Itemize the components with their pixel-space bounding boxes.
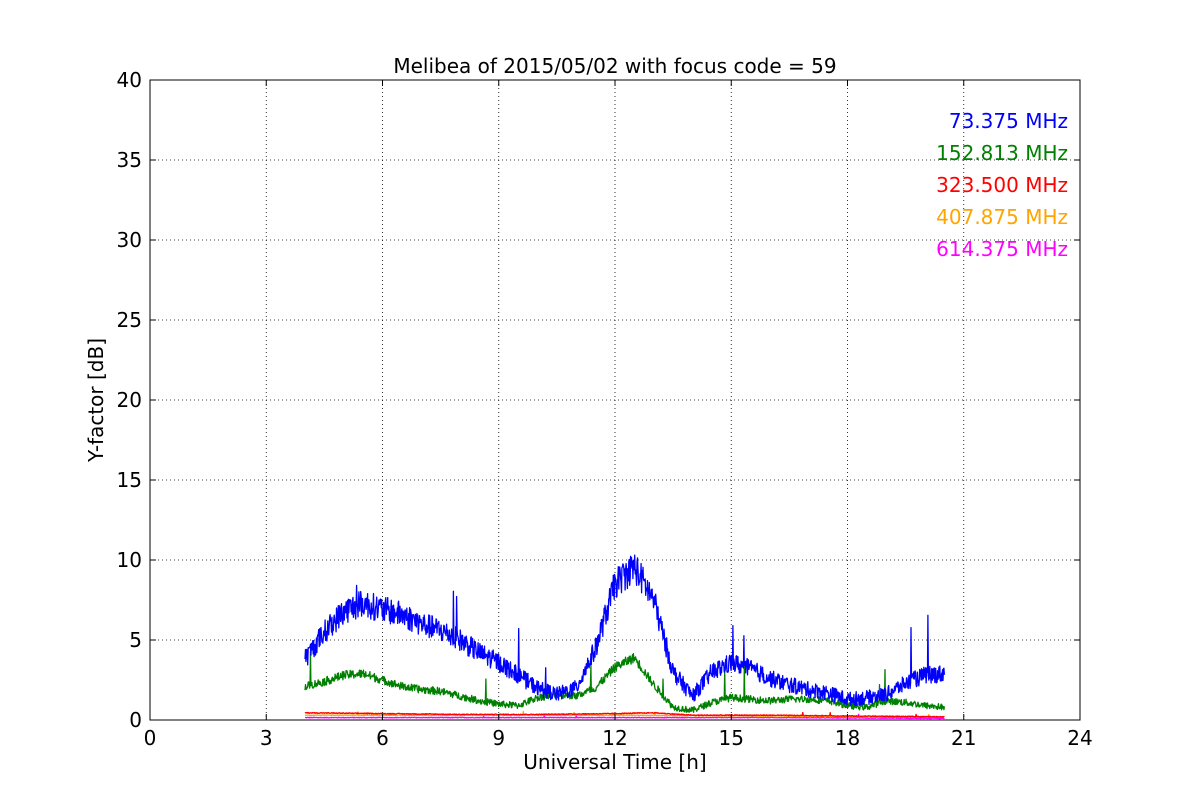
y-axis-label: Y-factor [dB] <box>84 338 108 463</box>
legend-entry: 614.375 MHz <box>936 237 1068 261</box>
series-line <box>304 713 945 720</box>
grid <box>150 80 1080 720</box>
legend: 73.375 MHz 152.813 MHz 323.500 MHz 407.875 … <box>936 109 1068 261</box>
y-tick-label: 30 <box>117 228 142 252</box>
y-tick-label: 25 <box>117 308 142 332</box>
legend-entry: 323.500 MHz <box>936 173 1068 197</box>
chart-title: Melibea of 2015/05/02 with focus code = … <box>393 54 836 78</box>
legend-entry: 152.813 MHz <box>936 141 1068 165</box>
legend-entry: 73.375 MHz <box>949 109 1068 133</box>
x-tick-label: 24 <box>1067 726 1092 750</box>
y-tick-label: 0 <box>129 708 142 732</box>
x-tick-label: 15 <box>719 726 744 750</box>
y-tick-label: 35 <box>117 148 142 172</box>
y-tick-label: 5 <box>129 628 142 652</box>
y-tick-label: 40 <box>117 68 142 92</box>
x-tick-label: 9 <box>492 726 505 750</box>
x-tick-label: 21 <box>951 726 976 750</box>
x-tick-label: 12 <box>602 726 627 750</box>
x-tick-label: 0 <box>144 726 157 750</box>
x-tick-label: 3 <box>260 726 273 750</box>
x-axis-label: Universal Time [h] <box>523 750 706 774</box>
plot-area <box>304 554 946 720</box>
series-line <box>304 711 945 718</box>
axis-ticks: 0 3 6 9 12 15 18 21 24 0 5 10 15 20 25 30 35 40 <box>117 68 1093 750</box>
series-line <box>304 650 946 713</box>
y-tick-label: 10 <box>117 548 142 572</box>
legend-entry: 407.875 MHz <box>936 205 1068 229</box>
series-line <box>304 554 946 707</box>
x-tick-label: 6 <box>376 726 389 750</box>
x-tick-label: 18 <box>835 726 860 750</box>
y-tick-label: 15 <box>117 468 142 492</box>
y-tick-label: 20 <box>117 388 142 412</box>
